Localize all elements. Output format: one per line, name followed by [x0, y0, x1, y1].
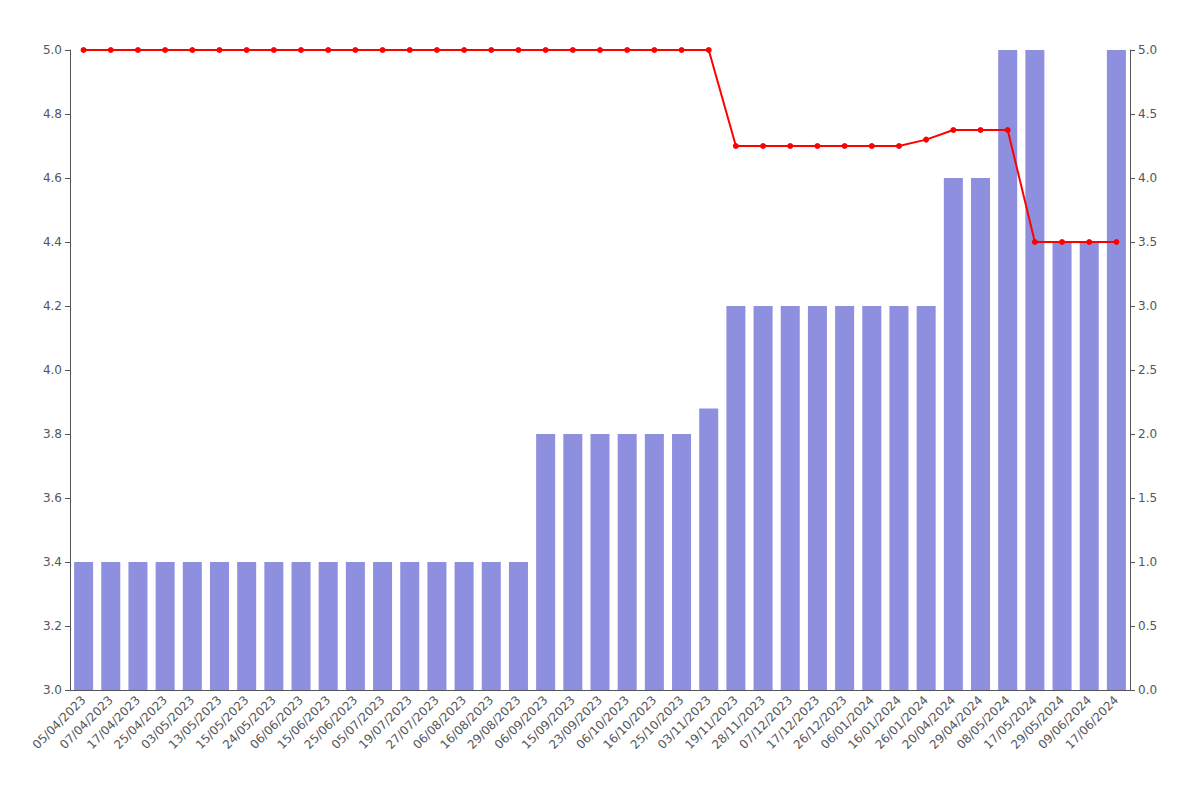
svg-text:3.0: 3.0: [43, 683, 62, 697]
svg-text:4.6: 4.6: [43, 171, 62, 185]
svg-text:06/09/2023: 06/09/2023: [491, 693, 551, 752]
svg-text:08/05/2024: 08/05/2024: [953, 693, 1013, 752]
svg-text:13/05/2023: 13/05/2023: [165, 693, 225, 752]
svg-text:17/06/2024: 17/06/2024: [1063, 693, 1122, 752]
svg-text:17/04/2023: 17/04/2023: [84, 693, 143, 752]
svg-text:19/07/2023: 19/07/2023: [355, 693, 415, 752]
svg-text:4.0: 4.0: [1138, 171, 1157, 185]
svg-text:3.4: 3.4: [43, 555, 62, 569]
svg-text:5.0: 5.0: [43, 43, 62, 57]
svg-text:16/10/2023: 16/10/2023: [600, 693, 660, 752]
svg-text:03/05/2023: 03/05/2023: [138, 693, 198, 752]
svg-text:28/11/2023: 28/11/2023: [709, 693, 768, 752]
svg-text:4.2: 4.2: [43, 299, 62, 313]
svg-text:06/10/2023: 06/10/2023: [573, 693, 633, 752]
svg-text:1.5: 1.5: [1138, 491, 1157, 505]
svg-text:26/12/2023: 26/12/2023: [790, 693, 850, 752]
svg-text:17/05/2024: 17/05/2024: [981, 693, 1040, 752]
svg-text:06/06/2023: 06/06/2023: [247, 693, 306, 752]
svg-text:25/04/2023: 25/04/2023: [111, 693, 171, 752]
svg-text:05/04/2023: 05/04/2023: [29, 693, 89, 752]
svg-text:07/12/2023: 07/12/2023: [736, 693, 796, 752]
svg-text:3.0: 3.0: [1138, 299, 1157, 313]
svg-text:25/10/2023: 25/10/2023: [627, 693, 687, 752]
svg-text:29/05/2024: 29/05/2024: [1008, 693, 1067, 752]
svg-text:1.0: 1.0: [1138, 555, 1157, 569]
svg-text:17/12/2023: 17/12/2023: [763, 693, 823, 752]
svg-text:26/01/2024: 26/01/2024: [872, 693, 932, 752]
svg-text:2.5: 2.5: [1138, 363, 1157, 377]
svg-text:2.0: 2.0: [1138, 427, 1157, 441]
svg-text:4.0: 4.0: [43, 363, 62, 377]
svg-text:0.5: 0.5: [1138, 619, 1157, 633]
svg-text:25/06/2023: 25/06/2023: [301, 693, 361, 752]
svg-text:3.6: 3.6: [43, 491, 62, 505]
svg-text:0.0: 0.0: [1138, 683, 1157, 697]
svg-text:20/04/2024: 20/04/2024: [899, 693, 959, 752]
svg-text:4.8: 4.8: [43, 107, 62, 121]
svg-text:24/05/2023: 24/05/2023: [220, 693, 279, 752]
svg-text:23/09/2023: 23/09/2023: [546, 693, 605, 752]
svg-text:05/07/2023: 05/07/2023: [328, 693, 388, 752]
svg-text:06/01/2024: 06/01/2024: [818, 693, 877, 752]
svg-text:15/09/2023: 15/09/2023: [519, 693, 578, 752]
svg-text:29/08/2023: 29/08/2023: [464, 693, 524, 752]
svg-text:03/11/2023: 03/11/2023: [654, 693, 714, 752]
svg-text:15/05/2023: 15/05/2023: [192, 693, 252, 752]
svg-text:06/08/2023: 06/08/2023: [410, 693, 470, 752]
svg-text:15/06/2023: 15/06/2023: [274, 693, 334, 752]
svg-text:29/04/2024: 29/04/2024: [926, 693, 986, 752]
svg-text:3.5: 3.5: [1138, 235, 1157, 249]
svg-text:4.5: 4.5: [1138, 107, 1157, 121]
svg-text:3.8: 3.8: [43, 427, 62, 441]
svg-text:07/04/2023: 07/04/2023: [57, 693, 116, 752]
svg-text:16/08/2023: 16/08/2023: [437, 693, 497, 752]
svg-text:19/11/2023: 19/11/2023: [682, 693, 741, 752]
svg-text:4.4: 4.4: [43, 235, 62, 249]
svg-text:09/06/2024: 09/06/2024: [1035, 693, 1095, 752]
svg-text:3.2: 3.2: [43, 619, 62, 633]
svg-text:5.0: 5.0: [1138, 43, 1157, 57]
svg-text:16/01/2024: 16/01/2024: [845, 693, 904, 752]
svg-text:27/07/2023: 27/07/2023: [383, 693, 442, 752]
